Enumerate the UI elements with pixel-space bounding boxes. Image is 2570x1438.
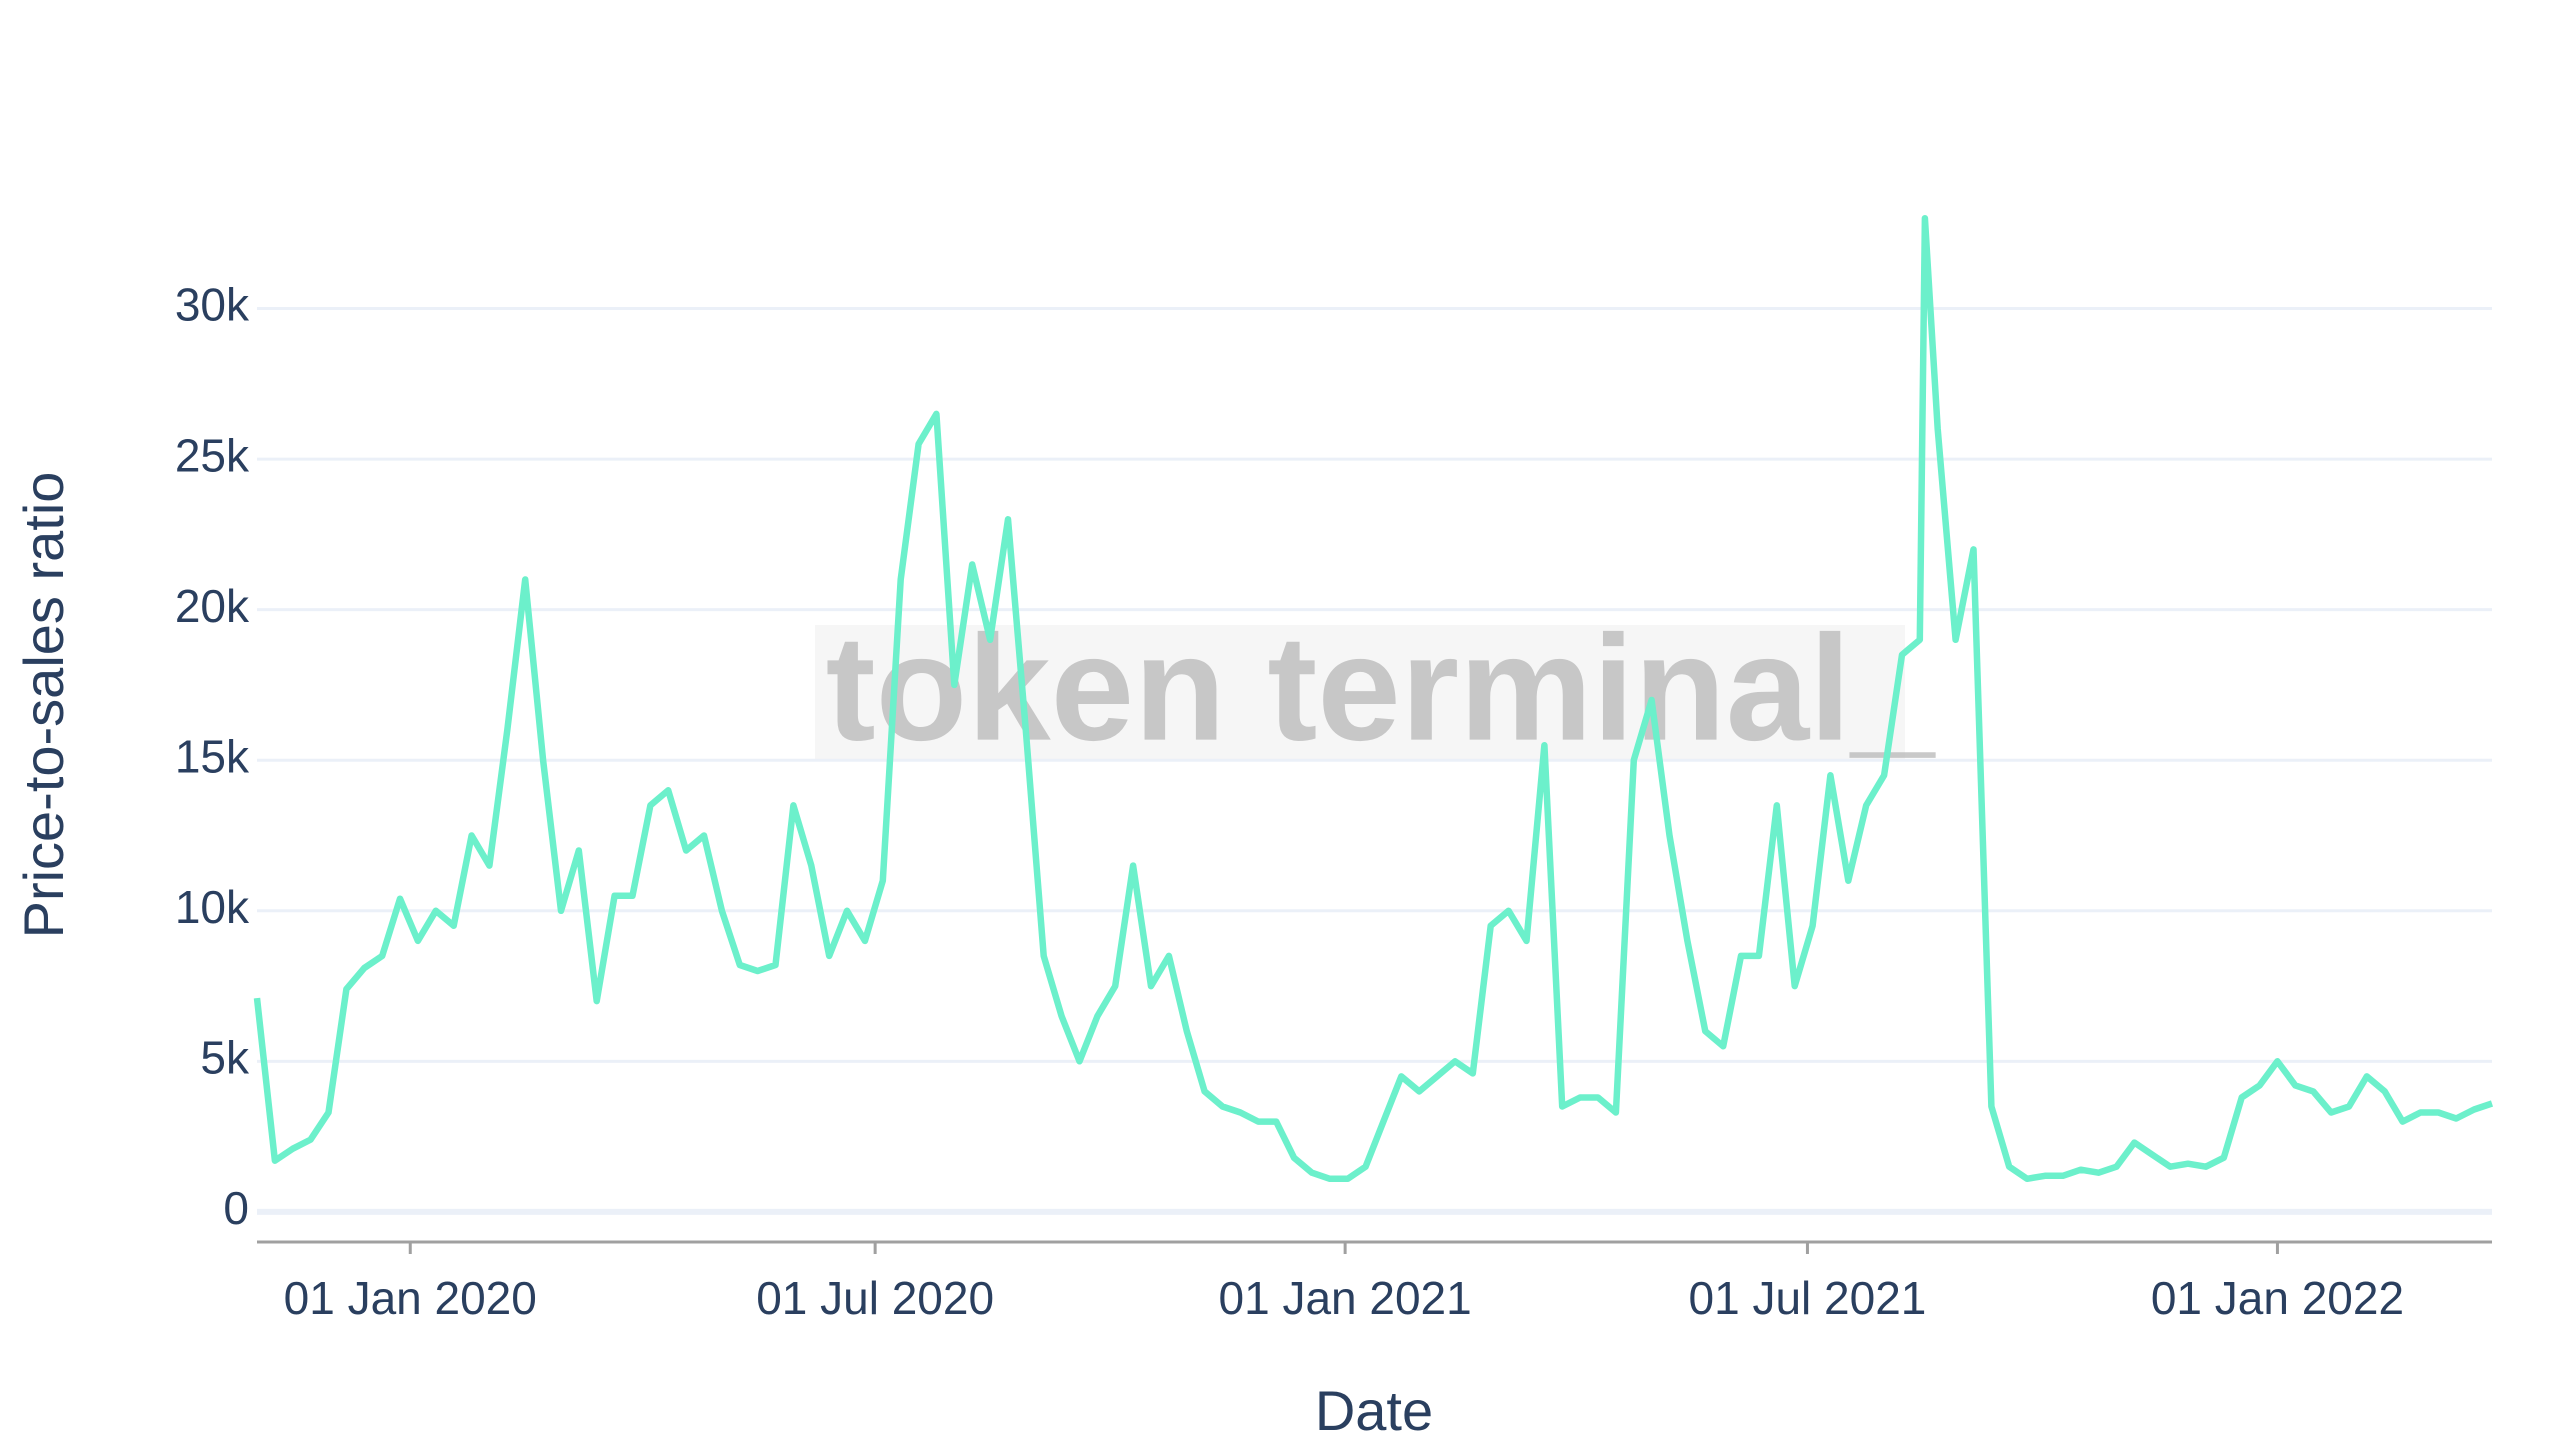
x-tick-label: 01 Jan 2021 — [1219, 1272, 1472, 1324]
watermark: token terminal_ — [826, 604, 1936, 772]
y-tick-label: 30k — [175, 279, 250, 331]
x-axis-title: Date — [1315, 1379, 1433, 1433]
y-tick-label: 25k — [175, 429, 250, 481]
x-tick-label: 01 Jan 2020 — [284, 1272, 537, 1324]
x-tick-label: 01 Jan 2022 — [2151, 1272, 2404, 1324]
watermark-box — [815, 625, 1905, 760]
y-tick-label: 5k — [200, 1031, 250, 1083]
y-tick-label: 15k — [175, 730, 250, 782]
y-tick-label: 20k — [175, 580, 250, 632]
x-tick-label: 01 Jul 2020 — [756, 1272, 994, 1324]
x-tick-label: 01 Jul 2021 — [1689, 1272, 1927, 1324]
y-tick-label: 0 — [223, 1182, 249, 1234]
y-tick-label: 10k — [175, 881, 250, 933]
line-series — [253, 214, 2494, 1183]
y-axis-title: Price-to-sales ratio — [12, 472, 75, 939]
